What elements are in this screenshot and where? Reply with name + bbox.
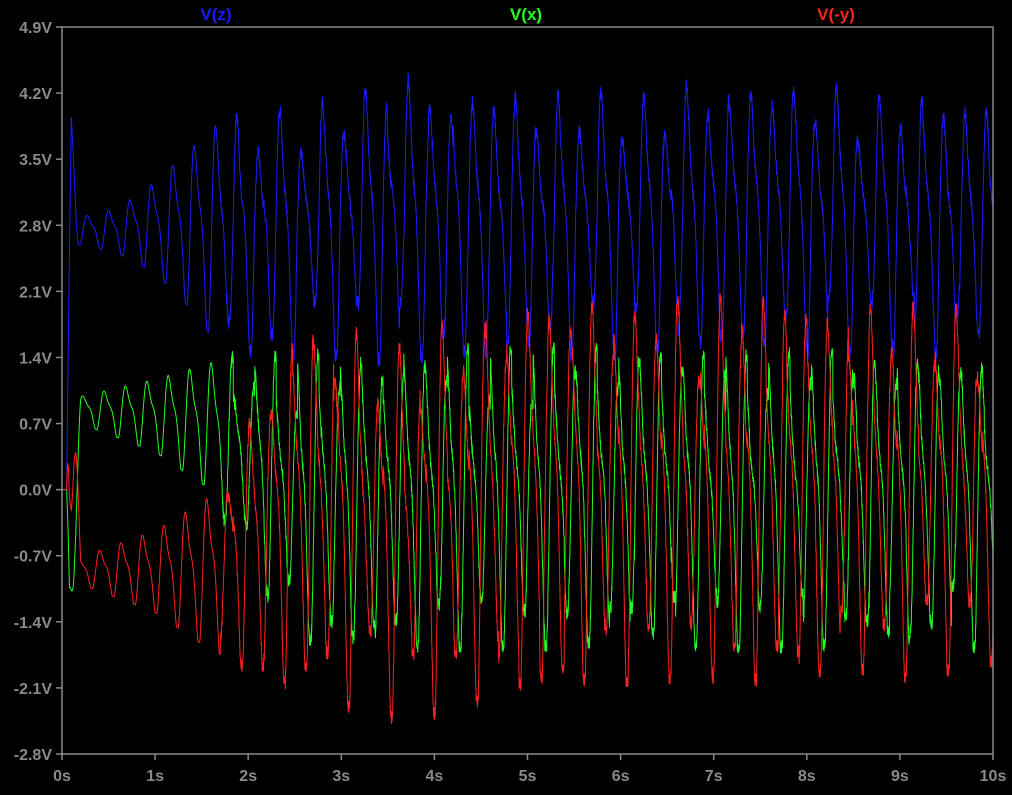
x-tick-label: 8s — [798, 768, 816, 785]
y-tick-label: -1.4V — [14, 615, 53, 632]
y-tick-label: 4.2V — [19, 86, 52, 103]
x-tick-label: 10s — [980, 768, 1007, 785]
legend: V(z) V(x) V(-y) — [200, 5, 854, 24]
x-tick-label: 0s — [53, 768, 71, 785]
y-tick-label: -0.7V — [14, 549, 53, 566]
series-line-1 — [62, 342, 994, 654]
legend-label-vx: V(x) — [510, 5, 542, 24]
y-axis: 4.9V 4.2V 3.5V 2.8V 2.1V 1.4V 0.7V 0.0V -0.7V -1.… — [14, 20, 62, 764]
y-tick-label: 0.7V — [19, 417, 52, 434]
traces — [62, 73, 994, 724]
y-tick-label: 0.0V — [19, 483, 52, 500]
legend-label-vneg-y: V(-y) — [817, 5, 855, 24]
x-tick-label: 1s — [146, 768, 164, 785]
x-tick-label: 2s — [239, 768, 257, 785]
y-tick-label: 2.1V — [19, 284, 52, 301]
x-tick-label: 4s — [426, 768, 444, 785]
y-tick-label: 2.8V — [19, 218, 52, 235]
series-line-2 — [62, 293, 994, 724]
series-line-0 — [62, 73, 994, 491]
x-tick-label: 7s — [705, 768, 723, 785]
y-tick-label: 4.9V — [19, 20, 52, 37]
y-tick-label: -2.1V — [14, 681, 53, 698]
legend-label-vz: V(z) — [200, 5, 231, 24]
y-tick-label: 3.5V — [19, 152, 52, 169]
y-tick-label: -2.8V — [14, 747, 53, 764]
x-tick-label: 6s — [612, 768, 630, 785]
x-tick-label: 9s — [891, 768, 909, 785]
y-tick-label: 1.4V — [19, 350, 52, 367]
x-tick-label: 3s — [332, 768, 350, 785]
x-axis: 0s 1s 2s 3s 4s 5s 6s 7s 8s 9s 10s — [53, 754, 1006, 785]
x-tick-label: 5s — [519, 768, 537, 785]
